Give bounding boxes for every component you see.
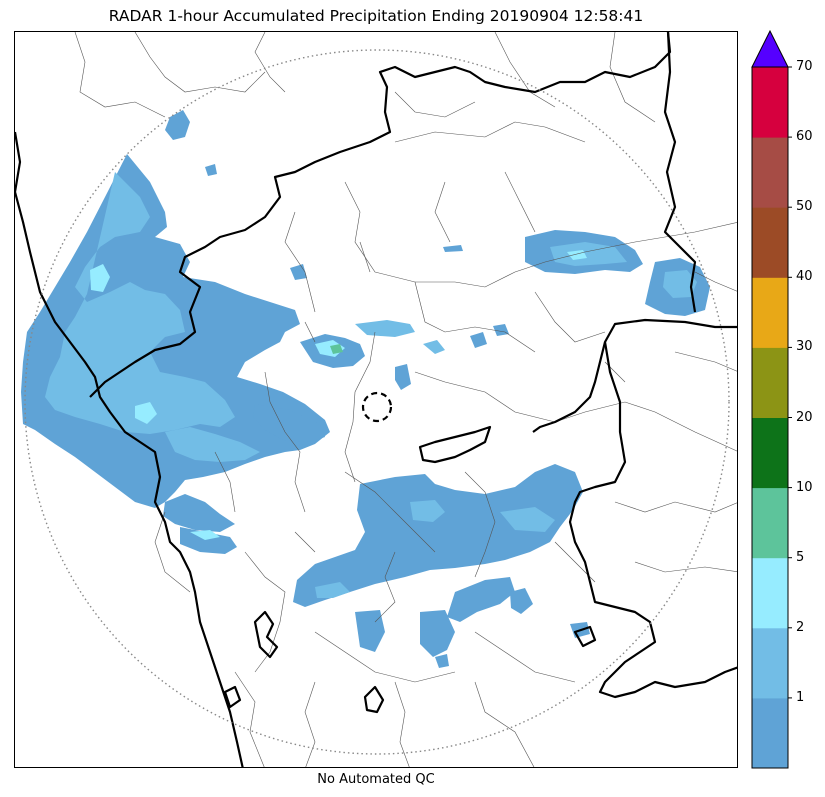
state-border-south-island: [253, 610, 279, 659]
echo-west-mid-streaks: [253, 404, 325, 442]
echo-central-specks-6: [493, 324, 509, 336]
echo-northeast-speck: [443, 245, 463, 252]
echo-south-band: [293, 464, 583, 607]
echo-south-cell-3: [355, 610, 385, 652]
echo-west-heavy-1: [90, 264, 110, 292]
echo-west-heavy-3: [190, 530, 220, 540]
coastline-west: [15, 131, 244, 767]
echo-northwest-cell: [165, 110, 190, 140]
qc-note: No Automated QC: [317, 772, 435, 787]
colorbar-bin: [752, 277, 788, 348]
echo-northeast-inner: [550, 242, 627, 266]
colorbar-tick-label: 50: [796, 199, 813, 215]
echo-central-green: [330, 344, 343, 354]
echo-south-band-inner-2: [500, 507, 555, 532]
colorbar-tick-label: 30: [796, 339, 813, 355]
echo-south-cell-4: [510, 588, 533, 614]
colorbar-extend-arrow: [751, 29, 789, 68]
state-border-southeast: [568, 341, 737, 699]
echo-west-inner-2: [165, 427, 260, 462]
echo-west-band-lobe: [163, 494, 235, 532]
state-border-enclave: [418, 425, 492, 464]
colorbar-bin: [752, 697, 788, 769]
state-border-south-island-2: [363, 685, 385, 714]
radar-map-canvas: [15, 32, 737, 767]
radar-map[interactable]: [14, 31, 738, 768]
echo-south-cell-6: [435, 654, 449, 668]
echo-south-band-inner-3: [315, 582, 350, 598]
colorbar-bin: [752, 137, 788, 208]
echo-west-heavy-2: [135, 402, 157, 424]
colorbar-tick-label: 40: [796, 269, 813, 285]
echo-central-specks-2: [355, 320, 415, 337]
colorbar-bin: [752, 417, 788, 489]
echo-north-small-2: [290, 264, 307, 280]
state-boundaries: [15, 32, 737, 767]
colorbar-svg: [751, 29, 792, 769]
state-border-coast-island: [223, 685, 242, 709]
echo-north-small: [205, 164, 217, 176]
colorbar-bin: [752, 627, 788, 699]
colorbar-bin: [752, 557, 788, 629]
echo-east-inner: [663, 270, 697, 298]
colorbar-tick-label: 1: [796, 689, 805, 705]
colorbar-tick-label: 20: [796, 409, 813, 425]
colorbar-bin: [752, 487, 788, 559]
echo-central-specks-5: [395, 364, 411, 390]
echo-central-specks-4: [470, 332, 487, 348]
district-boundaries: [74, 32, 737, 767]
colorbar-tick-label: 10: [796, 479, 813, 495]
colorbar-tick-label: 2: [796, 619, 805, 635]
state-border-east: [532, 318, 737, 433]
colorbar-tick-label: 60: [796, 129, 813, 145]
colorbar-tick-label: 5: [796, 549, 805, 565]
echo-south-cell-1: [447, 577, 515, 622]
echo-south-band-inner: [410, 500, 445, 522]
echo-west-inner: [45, 172, 235, 434]
radar-range-ring: [24, 49, 730, 755]
state-border-east-island: [573, 625, 597, 648]
map-title: RADAR 1-hour Accumulated Precipitation E…: [108, 7, 644, 25]
state-border-northeast: [663, 32, 697, 313]
colorbar-bin: [752, 67, 788, 138]
colorbar-bin: [752, 347, 788, 418]
precipitation-colorbar: [751, 29, 792, 769]
echo-south-cell-2: [420, 610, 455, 657]
colorbar-tick-label: 70: [796, 59, 813, 74]
state-border-north: [89, 32, 672, 398]
colorbar-bin: [752, 207, 788, 278]
precipitation-echoes: [21, 110, 710, 668]
radar-site-marker: [361, 391, 393, 423]
echo-central-specks-3: [423, 340, 445, 354]
